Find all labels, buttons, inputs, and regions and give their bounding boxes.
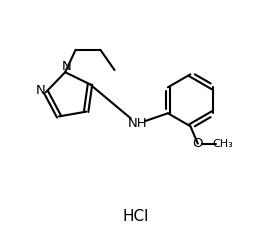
Text: CH₃: CH₃ [212, 138, 233, 148]
Text: HCl: HCl [123, 209, 149, 224]
Text: N: N [36, 84, 45, 97]
Text: NH: NH [127, 117, 147, 130]
Text: N: N [61, 60, 71, 73]
Text: O: O [193, 137, 203, 150]
